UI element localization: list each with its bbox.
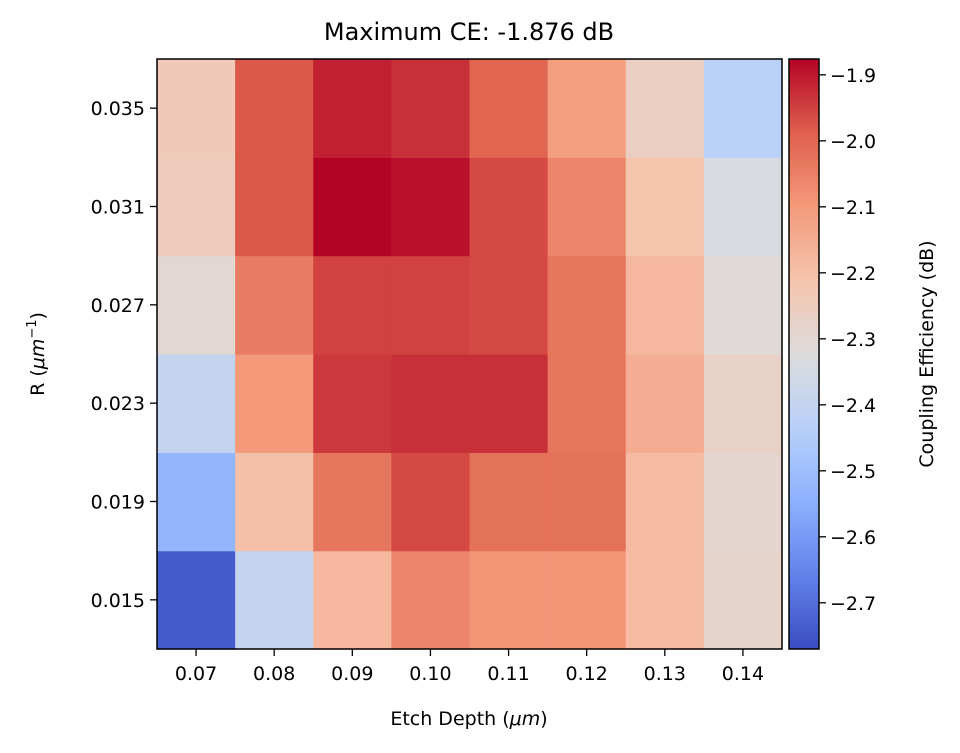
heatmap-cell [703,354,783,453]
colorbar-tick-label: −2.2 [830,263,876,285]
heatmap-cell [469,157,549,257]
heatmap-cells [157,59,783,650]
heatmap-cell [313,255,392,355]
x-tick-label: 0.13 [644,663,686,685]
heatmap-cell [313,452,392,552]
colorbar-tick-label: −2.5 [830,461,876,483]
heatmap-cell [547,452,627,552]
heatmap-cell [391,354,471,453]
heatmap-cell [469,255,549,355]
chart-title: Maximum CE: -1.876 dB [324,18,614,46]
heatmap-cell [625,255,705,355]
heatmap-cell [391,550,471,650]
heatmap-cell [547,354,627,453]
colorbar-tick-label: −1.9 [830,65,876,87]
x-tick-label: 0.11 [487,663,529,685]
colorbar-tick-label: −2.4 [830,395,876,417]
heatmap-cell [313,354,392,453]
heatmap-cell [625,157,705,257]
plot-frame [156,58,783,650]
heatmap-cell [547,157,627,257]
colorbar-tick-label: −2.0 [830,131,876,153]
heatmap-cell [235,354,314,453]
y-axis-ticks: 0.015 0.019 0.023 0.027 0.031 0.035 [91,98,157,612]
x-axis-ticks: 0.07 0.08 0.09 0.10 0.11 0.12 0.13 0.14 [175,649,764,685]
heatmap-cell [547,255,627,355]
heatmap-cell [547,550,627,650]
heatmap-cell [235,59,314,158]
heatmap-cell [313,157,392,257]
heatmap-cell [313,550,392,650]
heatmap-cell [469,550,549,650]
heatmap-cell [469,452,549,552]
x-tick-label: 0.14 [722,663,764,685]
y-tick-label: 0.023 [91,393,145,415]
colorbar-frame [788,58,820,650]
x-tick-label: 0.09 [331,663,373,685]
colorbar: −1.9 −2.0 −2.1 −2.2 −2.3 −2.4 −2.5 −2.6 −2.7 [788,58,876,650]
heatmap-cell [157,550,236,650]
x-tick-label: 0.10 [409,663,451,685]
heatmap-cell [391,157,471,257]
heatmap-cell [391,255,471,355]
heatmap-cell [157,157,236,257]
y-tick-label: 0.027 [91,295,145,317]
x-tick-label: 0.07 [175,663,217,685]
heatmap-cell [703,157,783,257]
x-axis-label: Etch Depth (μm) [390,708,547,730]
heatmap-cell [157,354,236,453]
heatmap-cell [235,452,314,552]
y-tick-label: 0.015 [91,590,145,612]
y-tick-label: 0.035 [91,98,145,120]
heatmap-cell [625,452,705,552]
heatmap-cell [235,550,314,650]
heatmap-cell [235,157,314,257]
y-axis-label: R (μm−1) [25,312,49,396]
heatmap-cell [313,59,392,158]
heatmap-cell [625,354,705,453]
heatmap-cell [469,354,549,453]
heatmap-cell [625,550,705,650]
heatmap-cell [391,452,471,552]
x-tick-label: 0.08 [253,663,295,685]
colorbar-tick-label: −2.6 [830,527,876,549]
heatmap-cell [625,59,705,158]
heatmap-cell [235,255,314,355]
y-tick-label: 0.031 [91,197,145,219]
x-tick-label: 0.12 [566,663,608,685]
heatmap-cell [157,255,236,355]
colorbar-ticks: −1.9 −2.0 −2.1 −2.2 −2.3 −2.4 −2.5 −2.6 −2.7 [819,65,876,615]
colorbar-gradient [789,59,819,649]
heatmap-cell [469,59,549,158]
heatmap-cell [703,452,783,552]
colorbar-tick-label: −2.3 [830,329,876,351]
heatmap-cell [157,59,236,158]
heatmap-cell [157,452,236,552]
colorbar-tick-label: −2.7 [830,593,876,615]
heatmap-cell [703,59,783,158]
y-tick-label: 0.019 [91,492,145,514]
colorbar-label: Coupling Efficiency (dB) [916,240,938,467]
heatmap-cell [547,59,627,158]
heatmap-cell [391,59,471,158]
heatmap-cell [703,550,783,650]
heatmap-cell [703,255,783,355]
colorbar-tick-label: −2.1 [830,197,876,219]
